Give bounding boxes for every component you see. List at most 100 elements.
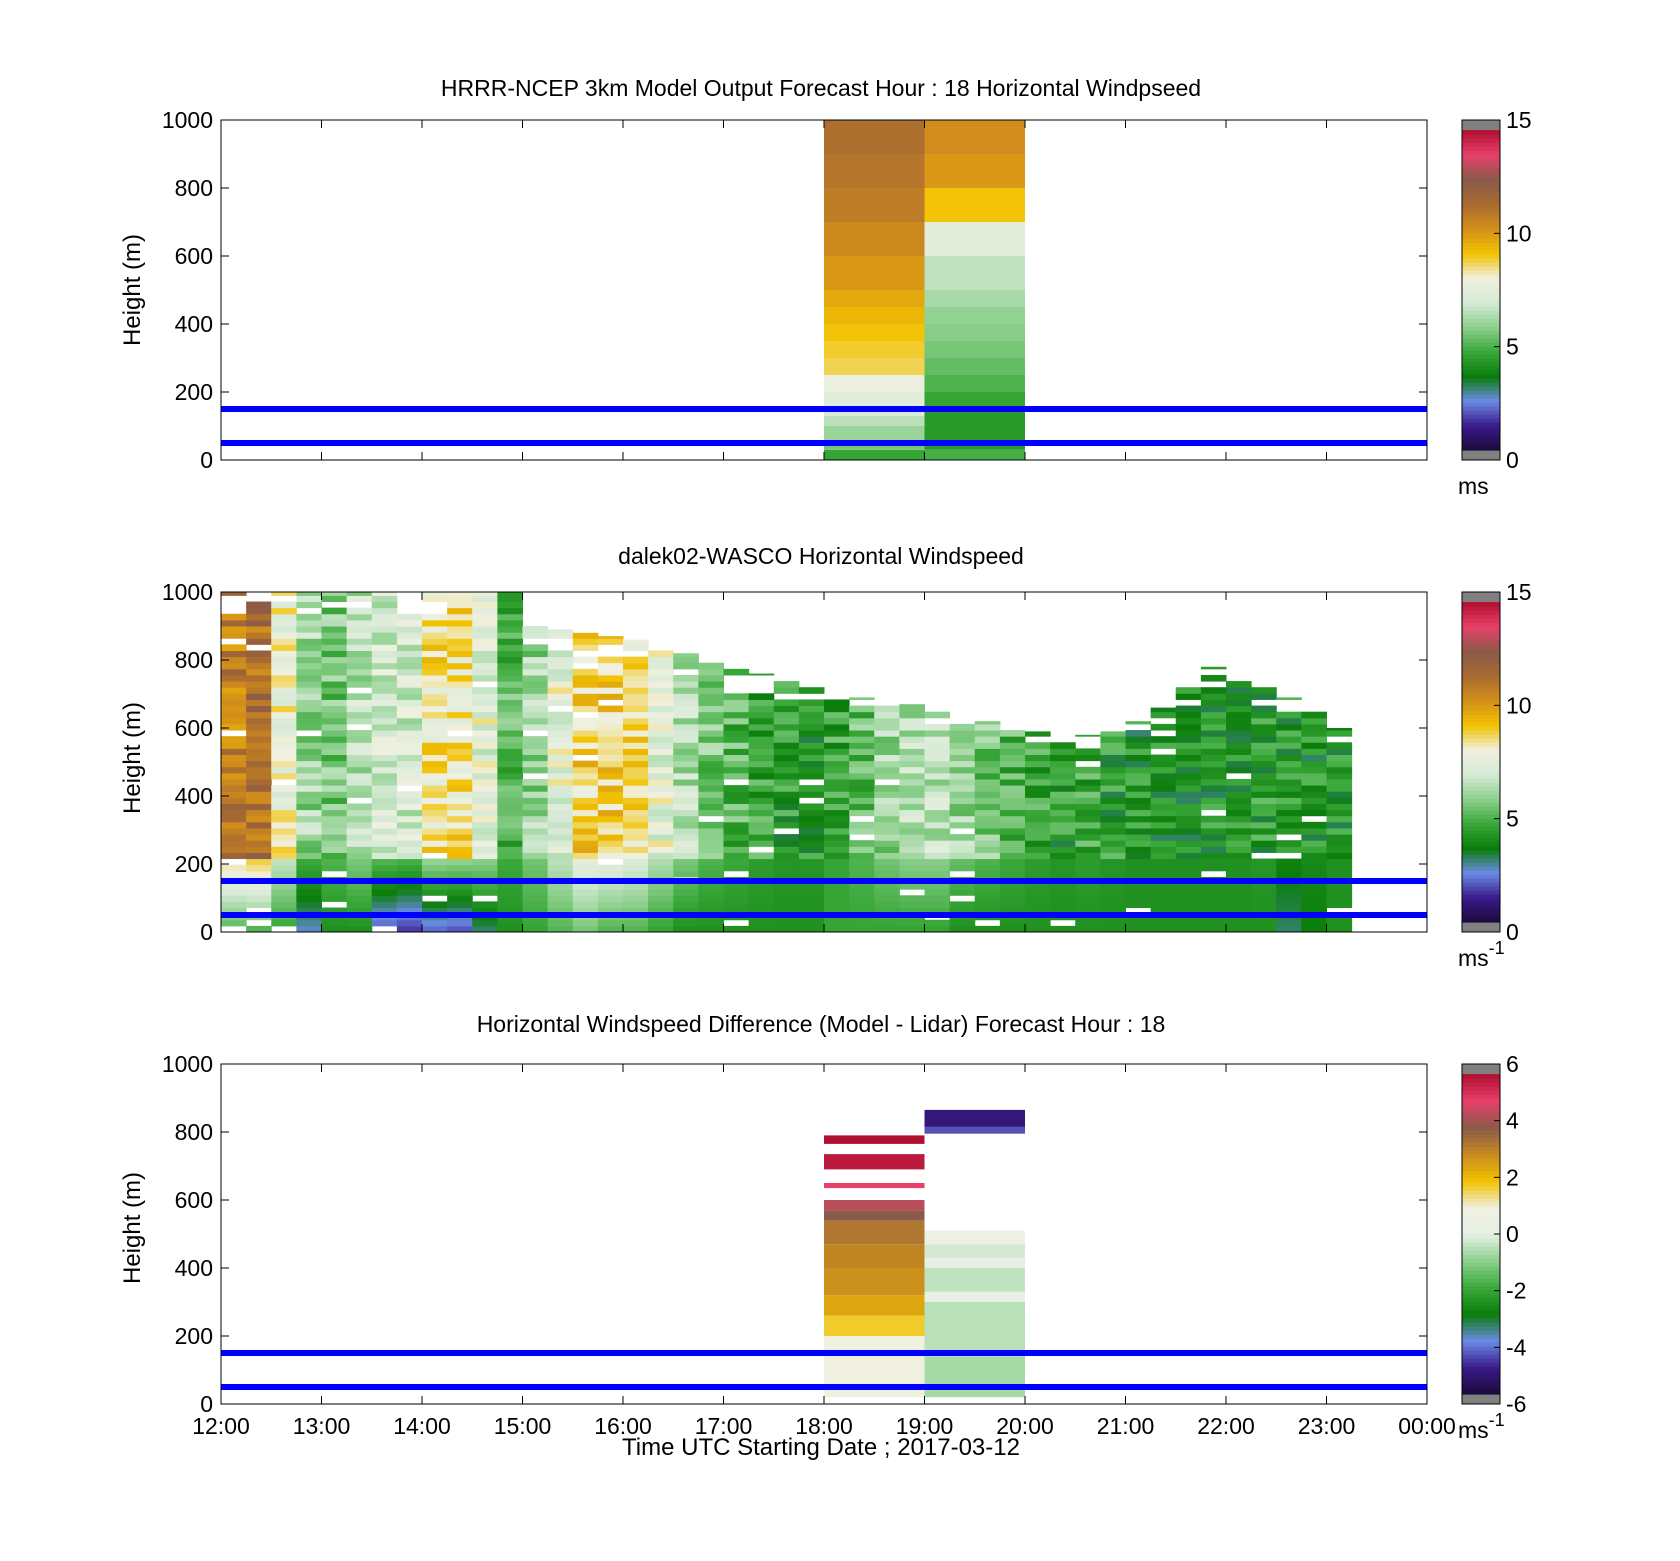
panel-lidar-cell	[1125, 846, 1152, 853]
panel-lidar-cell	[547, 736, 574, 743]
panel-lidar-cell	[698, 662, 724, 670]
panel-model-colorbar-swatch	[1462, 442, 1500, 447]
panel-lidar-cell	[748, 717, 775, 725]
panel-lidar-cell	[824, 858, 850, 866]
panel-lidar-cell	[547, 748, 574, 756]
panel-lidar-cell	[798, 717, 825, 725]
panel-lidar-cell	[824, 834, 850, 841]
panel-lidar-cell	[371, 650, 398, 658]
panel-lidar-cell	[271, 919, 297, 927]
panel-lidar-cell	[999, 736, 1026, 743]
panel-lidar-cell	[1125, 889, 1152, 896]
panel-lidar-cell	[1251, 907, 1277, 915]
panel-lidar-cell	[949, 821, 976, 829]
panel-lidar-cell	[447, 668, 473, 676]
panel-lidar-cell	[547, 730, 574, 737]
panel-lidar-cell	[1025, 809, 1051, 817]
panel-lidar-cell	[874, 730, 900, 737]
panel-lidar-cell	[999, 730, 1026, 737]
panel-lidar-cell	[1125, 791, 1152, 798]
panel-lidar-cell	[899, 883, 925, 890]
panel-lidar-cell	[597, 711, 624, 719]
panel-lidar-colorbar-end-high	[1462, 592, 1500, 602]
panel-lidar-cell	[271, 705, 297, 713]
panel-model-colorbar-tick-label: 5	[1506, 334, 1519, 360]
panel-lidar-cell	[1200, 858, 1227, 866]
panel-model-colorbar-swatch	[1462, 422, 1500, 427]
panel-lidar-cell	[1025, 846, 1051, 853]
panel-lidar-cell	[1226, 919, 1252, 927]
panel-lidar-cell	[1025, 870, 1051, 878]
panel-lidar-cell	[1150, 864, 1177, 872]
panel-model-colorbar-swatch	[1462, 210, 1500, 215]
panel-difference-colorbar-tick-label: 4	[1506, 1108, 1519, 1134]
panel-model-cell	[824, 222, 925, 256]
panel-lidar-cell	[472, 901, 498, 909]
panel-lidar-cell	[246, 742, 272, 749]
panel-difference-colorbar-tick-label: 0	[1506, 1221, 1519, 1247]
panel-lidar-cell	[396, 772, 423, 780]
panel-lidar-cell	[1150, 711, 1177, 719]
panel-lidar-colorbar-swatch	[1462, 850, 1500, 855]
panel-lidar-cell	[296, 901, 322, 909]
panel-lidar-cell	[597, 925, 624, 933]
panel-lidar-cell	[522, 821, 549, 829]
panel-lidar-cell	[497, 925, 523, 933]
panel-difference-colorbar-swatch	[1462, 1142, 1500, 1147]
panel-lidar-cell	[1150, 742, 1177, 749]
panel-lidar-cell	[497, 644, 523, 651]
panel-lidar-cell	[949, 864, 976, 872]
panel-lidar-cell	[1025, 731, 1051, 737]
panel-lidar-cell	[422, 766, 448, 774]
panel-lidar-colorbar-swatch	[1462, 894, 1500, 899]
panel-lidar-cell	[673, 858, 699, 866]
panel-lidar-y-tick-label: 600	[175, 715, 213, 741]
panel-lidar-cell	[422, 858, 448, 866]
panel-model-colorbar-swatch	[1462, 338, 1500, 343]
panel-lidar-cell	[271, 699, 297, 707]
panel-lidar-cell	[321, 592, 348, 596]
panel-lidar-cell	[648, 699, 674, 707]
panel-lidar-cell	[321, 907, 348, 915]
panel-model-y-tick-label: 400	[175, 311, 213, 337]
panel-lidar-cell	[1050, 760, 1076, 768]
panel-lidar-cell	[974, 791, 1001, 798]
panel-lidar-cell	[321, 693, 348, 700]
panel-lidar-cell	[1175, 834, 1202, 841]
panel-lidar-cell	[1326, 809, 1353, 817]
panel-lidar-cell	[1301, 791, 1327, 798]
panel-lidar-cell	[371, 852, 398, 860]
panel-lidar-cell	[497, 785, 523, 792]
panel-lidar-cell	[572, 840, 599, 847]
panel-lidar-cell	[1276, 895, 1302, 902]
panel-lidar-cell	[798, 840, 825, 847]
panel-lidar-cell	[572, 693, 599, 700]
panel-lidar-cell	[974, 754, 1001, 762]
panel-difference-cell	[824, 1295, 925, 1316]
panel-lidar-cell	[623, 797, 649, 804]
panel-lidar-cell	[1150, 772, 1177, 780]
panel-lidar-cell	[798, 925, 825, 933]
panel-lidar-cell	[999, 883, 1026, 890]
panel-lidar-cell	[1251, 840, 1277, 847]
panel-lidar-cell	[296, 613, 322, 621]
panel-lidar-cell	[1150, 785, 1177, 792]
panel-lidar-cell	[522, 723, 549, 731]
panel-lidar-cell	[396, 650, 423, 658]
panel-lidar-cell	[773, 785, 800, 792]
panel-model-cell	[824, 256, 925, 290]
panel-lidar-cell	[673, 803, 699, 811]
panel-lidar-cell	[1175, 809, 1202, 817]
panel-lidar-cell	[623, 834, 649, 841]
panel-lidar-cell	[824, 821, 850, 829]
panel-difference-colorbar-swatch	[1462, 1170, 1500, 1175]
panel-lidar-cell	[371, 613, 398, 621]
panel-lidar-cell	[1150, 723, 1177, 731]
panel-lidar-cell	[296, 592, 322, 596]
panel-lidar-cell	[874, 809, 900, 817]
panel-lidar-cell	[547, 834, 574, 841]
panel-lidar-cell	[447, 852, 473, 860]
panel-difference-colorbar-tick-label: 6	[1506, 1051, 1519, 1077]
panel-lidar-cell	[547, 864, 574, 872]
panel-lidar-cell	[497, 883, 523, 890]
